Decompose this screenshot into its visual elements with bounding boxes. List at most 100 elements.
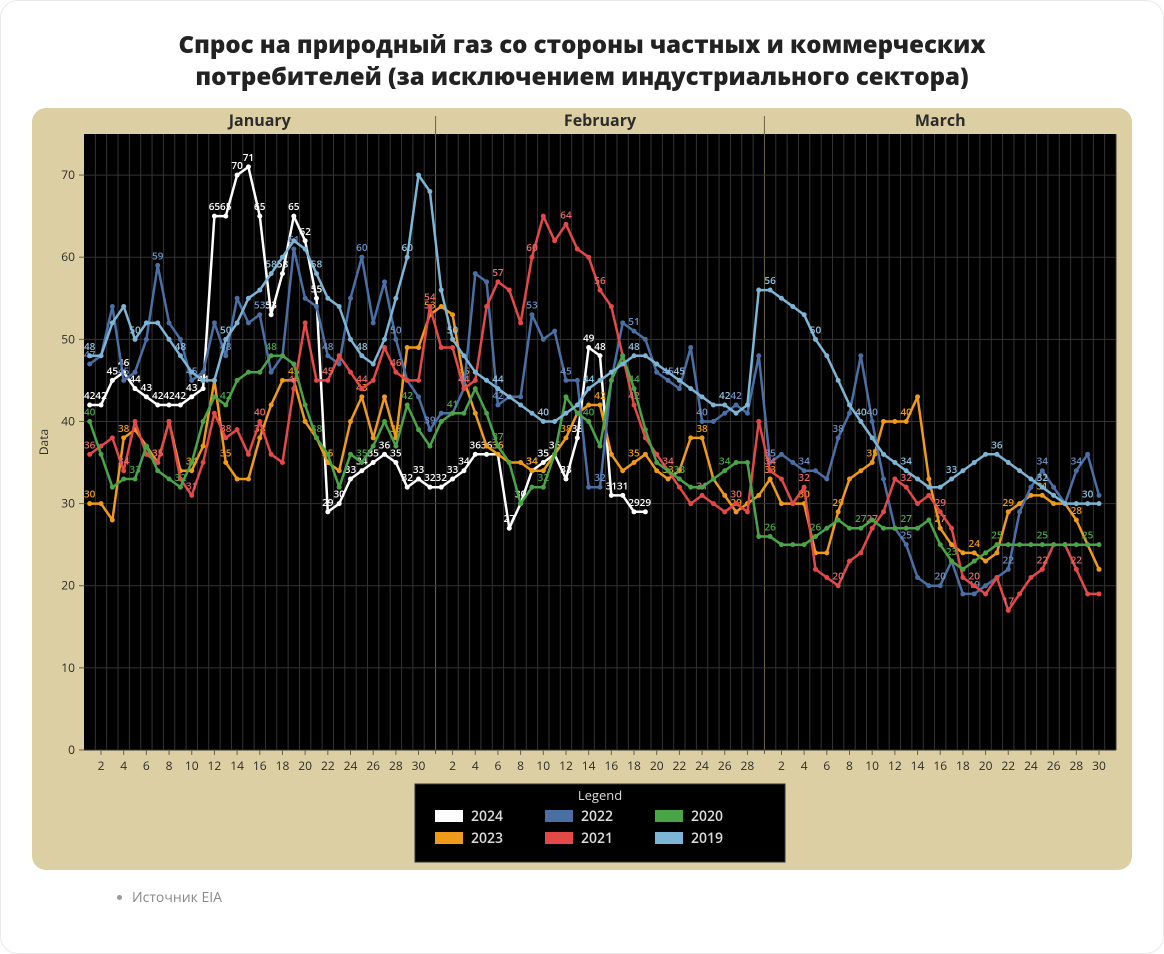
svg-text:33: 33	[946, 462, 958, 476]
svg-text:39: 39	[424, 412, 436, 426]
svg-text:2: 2	[98, 757, 105, 774]
svg-text:26: 26	[366, 757, 380, 774]
svg-text:24: 24	[695, 757, 709, 774]
svg-text:34: 34	[1037, 454, 1049, 468]
svg-text:71: 71	[243, 150, 254, 164]
svg-text:50: 50	[390, 322, 402, 336]
svg-text:36: 36	[379, 437, 391, 451]
svg-text:29: 29	[640, 495, 652, 509]
svg-text:Legend: Legend	[578, 786, 622, 804]
svg-text:22: 22	[1003, 552, 1015, 566]
svg-text:44: 44	[628, 371, 640, 385]
svg-text:22: 22	[1037, 552, 1049, 566]
svg-text:34: 34	[900, 454, 912, 468]
svg-text:16: 16	[253, 757, 267, 774]
svg-text:Data: Data	[35, 429, 52, 455]
svg-text:48: 48	[594, 339, 606, 353]
svg-text:6: 6	[143, 757, 150, 774]
svg-text:53: 53	[254, 297, 266, 311]
svg-text:2022: 2022	[581, 807, 613, 826]
svg-text:60: 60	[61, 248, 75, 265]
svg-text:44: 44	[356, 371, 368, 385]
svg-text:34: 34	[719, 454, 731, 468]
svg-text:26: 26	[718, 757, 732, 774]
svg-text:50: 50	[447, 322, 459, 336]
svg-text:38: 38	[311, 421, 323, 435]
svg-text:29: 29	[1003, 495, 1015, 509]
svg-text:10: 10	[61, 659, 75, 676]
svg-text:14: 14	[230, 757, 244, 774]
svg-text:33: 33	[447, 462, 459, 476]
svg-text:20: 20	[298, 757, 312, 774]
svg-text:40: 40	[866, 404, 878, 418]
svg-text:36: 36	[991, 437, 1003, 451]
svg-text:30: 30	[412, 757, 426, 774]
svg-text:10: 10	[536, 757, 550, 774]
svg-text:53: 53	[265, 297, 277, 311]
svg-text:44: 44	[492, 371, 504, 385]
svg-text:31: 31	[617, 478, 628, 492]
svg-text:32: 32	[401, 470, 413, 484]
svg-text:18: 18	[276, 757, 290, 774]
svg-text:33: 33	[129, 462, 141, 476]
svg-text:38: 38	[832, 421, 844, 435]
svg-text:12: 12	[208, 757, 222, 774]
svg-text:42: 42	[175, 388, 187, 402]
svg-text:35: 35	[152, 445, 164, 459]
svg-text:45: 45	[560, 363, 572, 377]
svg-text:27: 27	[504, 511, 516, 525]
svg-text:48: 48	[265, 339, 277, 353]
svg-text:62: 62	[299, 224, 311, 238]
svg-text:32: 32	[436, 470, 448, 484]
svg-text:30: 30	[1082, 486, 1094, 500]
svg-text:48: 48	[628, 339, 640, 353]
svg-text:8: 8	[517, 757, 524, 774]
svg-text:48: 48	[175, 339, 187, 353]
svg-text:20: 20	[969, 569, 981, 583]
svg-text:42: 42	[401, 388, 413, 402]
svg-text:43: 43	[141, 380, 153, 394]
svg-text:20: 20	[832, 569, 844, 583]
svg-text:60: 60	[356, 240, 368, 254]
svg-text:45: 45	[107, 363, 119, 377]
svg-text:50: 50	[810, 322, 822, 336]
svg-text:32: 32	[1037, 470, 1049, 484]
svg-text:25: 25	[1037, 527, 1049, 541]
svg-text:32: 32	[798, 470, 810, 484]
svg-text:29: 29	[935, 495, 947, 509]
svg-text:70: 70	[61, 166, 75, 183]
chart-card: Спрос на природный газ со стороны частны…	[0, 0, 1164, 954]
svg-text:33: 33	[560, 462, 572, 476]
svg-text:60: 60	[401, 240, 413, 254]
svg-text:33: 33	[413, 462, 425, 476]
svg-text:38: 38	[118, 421, 130, 435]
svg-text:20: 20	[650, 757, 664, 774]
svg-text:31: 31	[186, 478, 197, 492]
svg-text:40: 40	[538, 404, 550, 418]
svg-text:0: 0	[68, 741, 75, 758]
svg-text:38: 38	[220, 421, 232, 435]
svg-text:31: 31	[606, 478, 617, 492]
svg-text:26: 26	[764, 519, 776, 533]
svg-text:28: 28	[741, 757, 755, 774]
svg-text:40: 40	[61, 412, 75, 429]
svg-text:22: 22	[321, 757, 335, 774]
svg-text:32: 32	[175, 470, 187, 484]
svg-text:56: 56	[764, 273, 776, 287]
svg-text:56: 56	[594, 273, 606, 287]
svg-text:65: 65	[254, 199, 266, 213]
svg-text:28: 28	[389, 757, 403, 774]
svg-text:10: 10	[185, 757, 199, 774]
source-note: Источник EIA	[117, 888, 1139, 907]
svg-text:50: 50	[61, 330, 75, 347]
svg-text:4: 4	[120, 757, 127, 774]
svg-text:12: 12	[559, 757, 573, 774]
svg-text:45: 45	[674, 363, 686, 377]
svg-text:45: 45	[322, 363, 334, 377]
svg-text:14: 14	[911, 757, 925, 774]
line-chart: JanuaryFebruaryMarch010203040506070Data2…	[32, 108, 1132, 870]
svg-text:14: 14	[582, 757, 596, 774]
svg-text:22: 22	[1001, 757, 1015, 774]
svg-text:58: 58	[265, 256, 277, 270]
svg-text:70: 70	[231, 158, 243, 172]
